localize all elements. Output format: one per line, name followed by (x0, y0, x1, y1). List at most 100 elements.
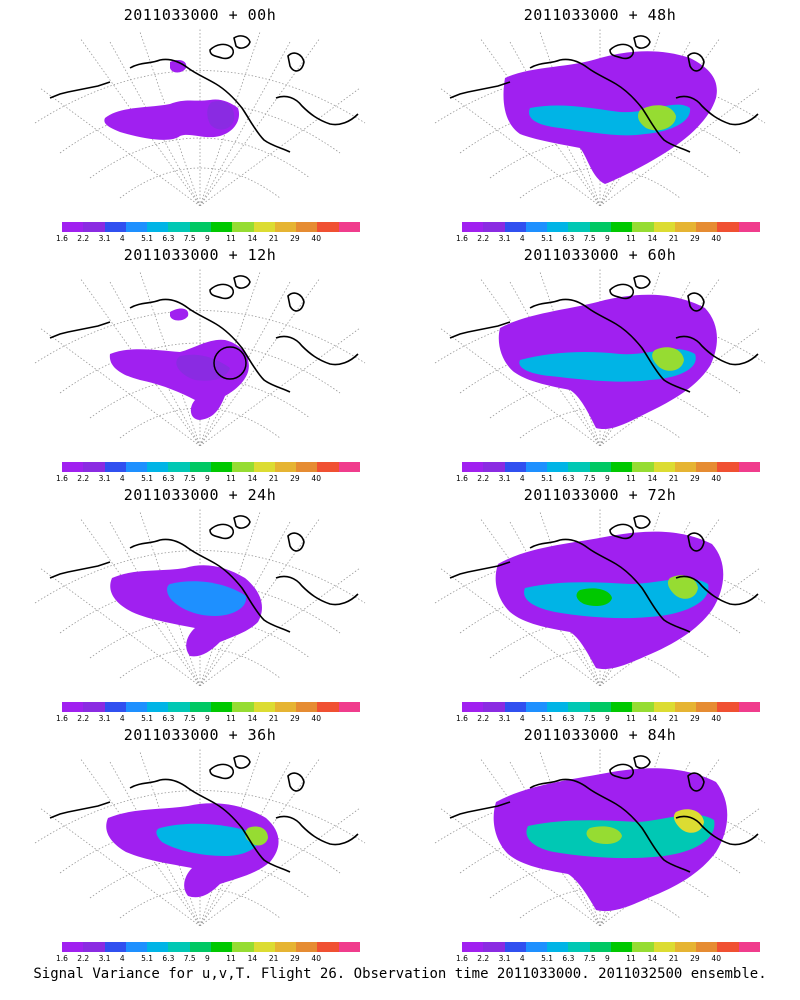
panel-title: 2011033000 + 48h (523, 6, 677, 24)
colorbar-swatch (525, 222, 548, 232)
colorbar-tick-label: 2.2 (77, 954, 90, 963)
variance-contour (156, 823, 260, 856)
colorbar-swatch (525, 702, 548, 712)
colorbar-swatch (589, 462, 611, 472)
colorbar-swatch (653, 942, 675, 952)
colorbar-tick-label: 6.3 (162, 474, 175, 483)
colorbar-tick-label: 9 (605, 954, 610, 963)
colorbar-swatch (317, 462, 339, 472)
colorbar-tick-label: 5.1 (141, 714, 154, 723)
colorbar-swatch (717, 462, 739, 472)
colorbar-tick-label: 3.1 (498, 474, 511, 483)
forecast-panel: 2011033000 + 12h 1.6 2.2 3.1 4 5.1 6.3 7.5 9 11 14… (0, 240, 400, 485)
colorbar (62, 942, 360, 952)
colorbar-swatch (717, 702, 739, 712)
colorbar (462, 462, 760, 472)
colorbar-swatch (674, 222, 697, 232)
colorbar (462, 702, 760, 712)
colorbar-swatch (317, 942, 339, 952)
colorbar-tick-label: 29 (690, 474, 700, 483)
colorbar-swatch (462, 942, 484, 952)
colorbar-tick-label: 14 (247, 714, 258, 723)
observation-circle (213, 346, 247, 380)
colorbar-tick-label: 40 (311, 714, 321, 723)
colorbar-tick-label: 5.1 (141, 474, 154, 483)
colorbar-tick-label: 2.2 (477, 954, 490, 963)
colorbar-swatch (610, 942, 633, 952)
colorbar-swatch (210, 462, 233, 472)
colorbar-swatch (738, 222, 760, 232)
colorbar-swatch (653, 222, 675, 232)
colorbar-swatch (317, 222, 339, 232)
colorbar-tick-label: 1.6 (56, 954, 68, 963)
colorbar-swatch (674, 702, 697, 712)
colorbar-tick-label: 1.6 (456, 714, 468, 723)
colorbar-tick-label: 5.1 (541, 954, 554, 963)
colorbar-tick-label: 3.1 (98, 234, 111, 243)
colorbar-tick-label: 7.5 (183, 234, 196, 243)
colorbar-swatch (274, 942, 297, 952)
colorbar-swatch (525, 462, 548, 472)
colorbar (62, 702, 360, 712)
panel-title: 2011033000 + 84h (523, 726, 677, 744)
variance-region (110, 565, 262, 657)
colorbar-tick-label: 11 (226, 474, 236, 483)
colorbar-swatch (632, 702, 654, 712)
colorbar-swatch (696, 702, 718, 712)
colorbar-tick-label: 1.6 (456, 234, 468, 243)
figure-footer-caption: Signal Variance for u,v,T. Flight 26. Ob… (33, 966, 767, 982)
colorbar-tick-label: 2.2 (77, 234, 90, 243)
colorbar-ticks: 1.6 2.2 3.1 4 5.1 6.3 7.5 9 11 14 21 29 40 (54, 234, 354, 244)
variance-region (170, 60, 187, 73)
colorbar-swatch (125, 702, 148, 712)
colorbar-swatch (189, 462, 211, 472)
colorbar-tick-label: 14 (647, 474, 658, 483)
colorbar-tick-label: 21 (268, 234, 279, 243)
colorbar-tick-label: 40 (311, 474, 321, 483)
colorbar-swatch (83, 702, 105, 712)
colorbar-tick-label: 4 (519, 234, 525, 243)
colorbar-swatch (632, 462, 654, 472)
colorbar-swatch (274, 702, 297, 712)
colorbar-swatch (568, 942, 590, 952)
colorbar-tick-label: 4 (519, 954, 525, 963)
colorbar-swatch (653, 702, 675, 712)
colorbar-tick-label: 21 (668, 954, 679, 963)
colorbar-swatch (232, 942, 254, 952)
colorbar-swatch (168, 462, 190, 472)
colorbar-swatch (483, 702, 505, 712)
colorbar-swatch (338, 702, 360, 712)
colorbar-swatch (189, 702, 211, 712)
colorbar-swatch (653, 462, 675, 472)
colorbar-tick-label: 21 (668, 714, 679, 723)
colorbar-ticks: 1.6 2.2 3.1 4 5.1 6.3 7.5 9 11 14 21 29 40 (54, 714, 354, 724)
colorbar-tick-label: 7.5 (183, 714, 196, 723)
colorbar-tick-label: 11 (226, 714, 236, 723)
colorbar-tick-label: 40 (711, 474, 721, 483)
colorbar-tick-label: 29 (290, 234, 300, 243)
colorbar-swatch (189, 942, 211, 952)
colorbar-swatch (632, 942, 654, 952)
colorbar-tick-label: 9 (205, 474, 210, 483)
coastline (449, 35, 759, 153)
colorbar-tick-label: 2.2 (477, 474, 490, 483)
polar-map (34, 508, 366, 686)
colorbar-swatch (589, 942, 611, 952)
colorbar-tick-label: 11 (626, 714, 636, 723)
colorbar-swatch (462, 462, 484, 472)
colorbar-swatch (274, 222, 297, 232)
colorbar-tick-label: 4 (119, 714, 125, 723)
colorbar-swatch (168, 702, 190, 712)
polar-map (434, 268, 766, 446)
colorbar-swatch (296, 942, 318, 952)
colorbar-tick-label: 5.1 (141, 234, 154, 243)
colorbar-tick-label: 29 (290, 474, 300, 483)
colorbar-tick-label: 7.5 (583, 474, 596, 483)
colorbar-tick-label: 11 (226, 234, 236, 243)
colorbar-tick-label: 2.2 (77, 474, 90, 483)
colorbar-tick-label: 6.3 (162, 234, 175, 243)
colorbar-tick-label: 21 (268, 954, 279, 963)
colorbar-swatch (125, 462, 148, 472)
colorbar-swatch (568, 222, 590, 232)
colorbar-swatch (504, 462, 526, 472)
